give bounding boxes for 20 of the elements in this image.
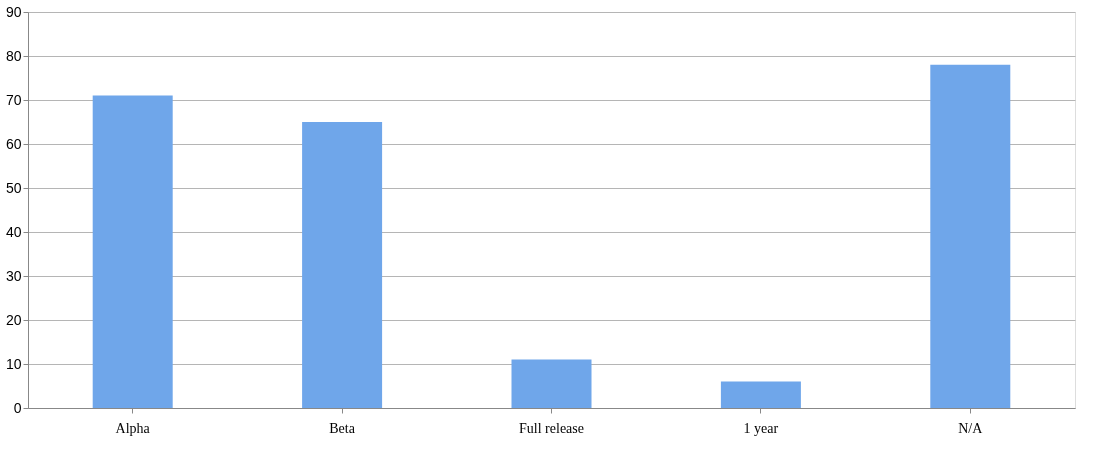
x-tick-label: N/A <box>958 420 984 436</box>
y-tick-label: 90 <box>5 3 22 20</box>
bar <box>930 64 1011 408</box>
y-tick-label: 50 <box>5 179 22 196</box>
y-tick-label: 10 <box>5 355 22 372</box>
bar <box>720 381 801 408</box>
x-tick-label: Beta <box>329 420 356 436</box>
x-tick-label: Alpha <box>115 420 151 436</box>
y-tick-label: 40 <box>5 223 22 240</box>
y-tick-label: 80 <box>5 47 22 64</box>
y-tick-label: 20 <box>5 311 22 328</box>
y-tick-label: 0 <box>13 399 22 416</box>
bar <box>92 95 173 408</box>
y-tick-label: 30 <box>5 267 22 284</box>
x-tick-label: Full release <box>519 420 584 436</box>
bar <box>302 122 383 408</box>
x-tick-label: 1 year <box>743 420 779 436</box>
y-tick-label: 60 <box>5 135 22 152</box>
bar <box>511 359 592 408</box>
y-tick-label: 70 <box>5 91 22 108</box>
